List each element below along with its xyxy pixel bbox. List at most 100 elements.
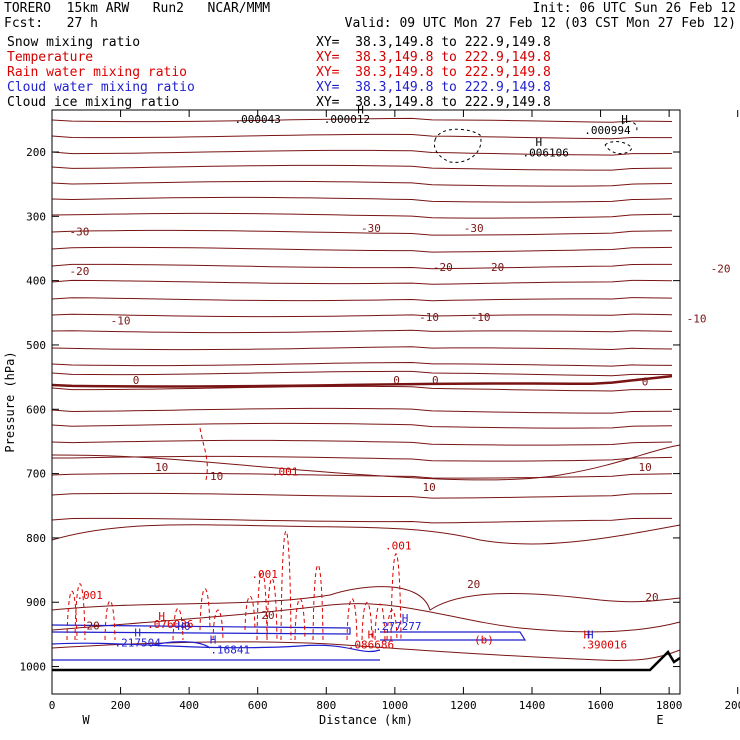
valid-time: Valid: 09 UTC Mon 27 Feb 12 (03 CST Mon … [344,16,736,31]
snow-label: H [535,136,542,149]
snow-label: .006106 [523,147,569,160]
temperature-label: 10 [638,461,651,474]
cloud-water-contour [51,624,351,635]
y-axis-title: Pressure (hPa) [3,351,17,452]
y-tick-label: 700 [26,468,46,481]
rain-label: H [368,628,375,641]
rain-contour [386,609,398,641]
rain-label: H [583,628,590,641]
isotherm [51,361,673,367]
isotherm [51,279,673,285]
legend-temp-xy: XY= 38.3,149.8 to 222.9,149.8 [316,50,551,65]
isotherm [51,246,673,253]
cloud-water-label: .16841 [210,644,250,657]
temperature-label: 20 [645,591,658,604]
isotherm [51,297,673,302]
temperature-label: 0 [133,374,140,387]
y-tick-label: 800 [26,532,46,545]
isotherm [51,149,673,156]
legend-snow-name: Snow mixing ratio [7,35,141,50]
legend-snow-xy: XY= 38.3,149.8 to 222.9,149.8 [316,35,551,50]
isotherm [51,439,673,446]
rain-contour [312,564,324,641]
isotherm [51,346,673,351]
x-end-east: E [656,713,663,727]
temperature-label: 20 [86,619,99,632]
isotherm [51,229,673,236]
y-tick-label: 300 [26,210,46,223]
temperature-label: -30 [69,226,89,239]
y-tick-label: 500 [26,339,46,352]
isotherm [51,164,673,171]
temperature-label: 10 [155,461,168,474]
temperature-label: 10 [210,470,223,483]
isotherm [51,180,673,187]
temperature-label: -30 [464,222,484,235]
temperature-label: 10 [422,481,435,494]
isotherm [51,472,673,479]
snow-label: .000994 [584,124,631,137]
temperature-label: -10 [687,312,707,325]
temperature-label: -20 [433,261,453,274]
isotherm-lower [51,603,681,633]
rain-contour [346,598,358,641]
x-tick-label: 200 [111,699,131,712]
legend-temp-name: Temperature [7,50,94,65]
y-tick-label: 600 [26,403,46,416]
rain-contour [266,578,278,641]
rain-contour [212,609,224,641]
contour-layer [51,117,681,672]
isotherm [51,133,672,140]
rain-contour [66,590,78,641]
isotherm [51,492,673,499]
rain-contour [280,530,292,641]
rain-contour [74,583,86,641]
legend-rain-name: Rain water mixing ratio [7,65,188,80]
isotherm-zero [51,374,673,388]
snow-contour [621,121,638,133]
cloud-water-label: .277277 [375,620,421,633]
isotherm-lower [51,444,681,481]
isotherm [51,263,672,270]
rain-contour [199,588,211,631]
x-tick-label: 400 [179,699,199,712]
rain-label: H [158,610,165,623]
rain-contour [294,598,306,641]
snow-contour [604,141,633,155]
isotherm [51,329,673,334]
temperature-label: 0 [642,376,649,389]
forecast-hour: Fcst: 27 h [4,16,98,31]
x-end-west: W [82,713,90,727]
rain-label: .001 [272,466,299,479]
cloud-water-contour [51,642,381,653]
isotherm [51,313,673,318]
rain-contour [244,595,256,631]
legend-cloudwater-xy: XY= 38.3,149.8 to 222.9,149.8 [316,80,551,95]
temperature-label: -20 [484,261,504,274]
snow-label: .000012 [324,113,370,126]
cloud-water-label: H [210,633,217,646]
y-tick-label: 1000 [20,661,47,674]
rain-label: .001 [385,540,412,553]
snow-label: .000043 [235,113,281,126]
legend-cloudice-xy: XY= 38.3,149.8 to 222.9,149.8 [316,95,551,110]
snow-label: H [621,113,628,126]
label-layer: -30-30-30-30-20-20-20-20-10-10-10-100000… [69,103,730,657]
isotherm [51,212,673,219]
y-tick-label: 900 [26,596,46,609]
temperature-label: 20 [467,578,480,591]
temperature-label: -30 [361,222,381,235]
rain-label: .076036 [147,618,193,631]
rain-contour [256,570,268,641]
rain-label: .086686 [348,639,394,652]
legend-cloudwater-name: Cloud water mixing ratio [7,80,195,95]
x-tick-label: 1800 [656,699,683,712]
rain-label: .001 [76,589,103,602]
x-tick-label: 2000 [724,699,740,712]
temperature-label: -10 [471,311,491,324]
isotherm [51,407,673,414]
model-title: TORERO 15km ARW Run2 NCAR/MMM [4,1,271,16]
cloud-water-label: H [587,628,594,641]
rain-contour [199,427,208,481]
